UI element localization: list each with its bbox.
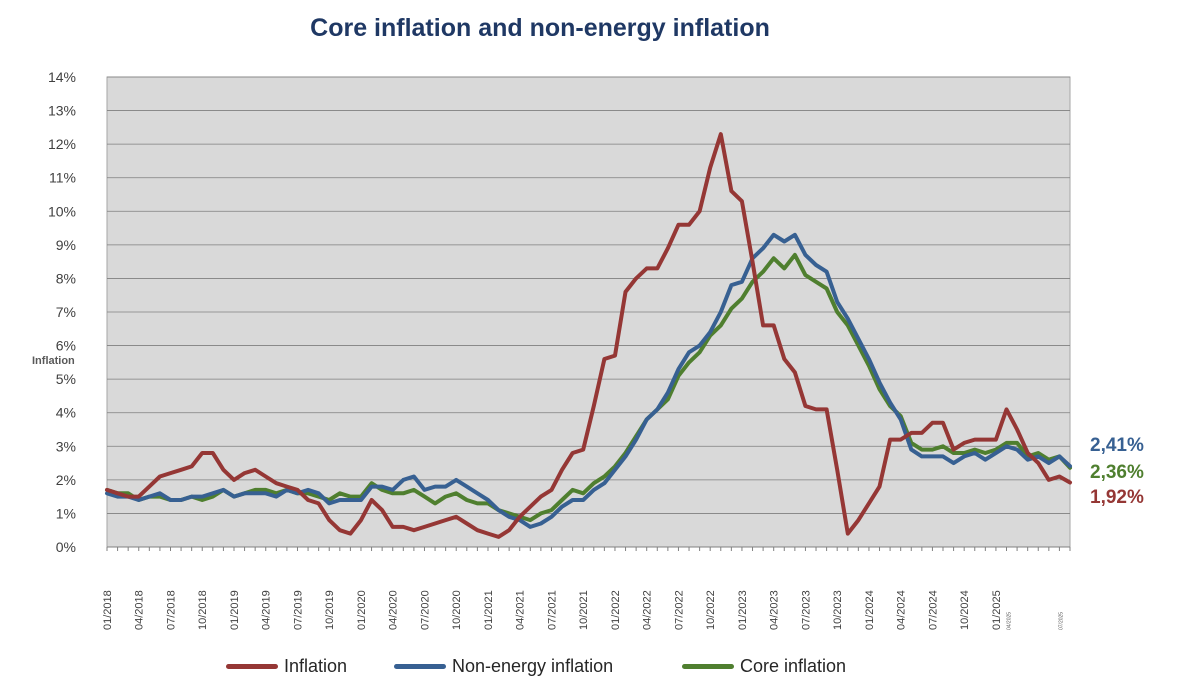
- y-tick-label: 4%: [56, 405, 76, 421]
- x-tick-label: 10/2021: [578, 590, 590, 630]
- x-tick-label: 07/2019: [292, 590, 304, 630]
- series-line-2: [105, 252, 1072, 523]
- x-tick-label: 01/2021: [483, 590, 495, 630]
- chart-title: Core inflation and non-energy inflation: [310, 14, 770, 42]
- legend-swatch-non-energy-inflation: [394, 664, 446, 669]
- y-tick-label: 5%: [56, 371, 76, 387]
- x-tick-label: 10/2023: [832, 590, 844, 630]
- x-tick-label: 04/2019: [261, 590, 273, 630]
- x-tick-label: 07/2018: [165, 590, 177, 630]
- x-tick-label: 01/2023: [737, 590, 749, 630]
- series-line-0: [105, 132, 1072, 539]
- x-axis: 01/2018 04/2018 07/2018 10/2018 01/2019 04/20…: [102, 546, 1071, 630]
- y-tick-label: 2%: [56, 472, 76, 488]
- y-axis-label: Inflation: [32, 355, 75, 367]
- x-tick-label: 01/2024: [864, 590, 876, 630]
- y-tick-label: 10%: [48, 203, 76, 219]
- legend-label-inflation: Inflation: [284, 656, 348, 676]
- x-tick-label: 07/2020: [419, 590, 431, 630]
- y-tick-label: 12%: [48, 136, 76, 152]
- x-tick-label: 07/2021: [546, 590, 558, 630]
- x-tick-label: 04/2020: [388, 590, 400, 630]
- x-tick-label: 04/2021: [515, 590, 527, 630]
- x-tick-label: 01/2018: [102, 590, 114, 630]
- legend-item-inflation[interactable]: Inflation: [226, 656, 347, 677]
- x-tick-label: 10/2022: [705, 590, 717, 630]
- y-tick-label: 6%: [56, 338, 76, 354]
- y-tick-label: 7%: [56, 304, 76, 320]
- y-tick-label: 3%: [56, 438, 76, 454]
- x-tick-label: 01/2022: [610, 590, 622, 630]
- x-tick-label-small: 04/2025: [1007, 612, 1013, 630]
- series-line-1: [105, 232, 1072, 529]
- y-tick-label: 0%: [56, 539, 76, 555]
- legend-item-non-energy-inflation[interactable]: Non-energy inflation: [394, 656, 613, 677]
- legend-label-non-energy-inflation: Non-energy inflation: [452, 656, 614, 676]
- y-axis-ticks: 0% 1% 2% 3% 4% 5% 6% 7% 8% 9% 10% 11% 12% 13% 14%: [48, 69, 76, 555]
- x-tick-label: 04/2022: [642, 590, 654, 630]
- end-label-non-energy-inflation: 2,41%: [1090, 435, 1144, 456]
- x-tick-label: 10/2024: [959, 590, 971, 630]
- series-lines: [105, 132, 1072, 539]
- end-label-core-inflation: 2,36%: [1090, 462, 1144, 483]
- x-tick-label-small: 07/2025: [1058, 612, 1064, 630]
- x-tick-label: 07/2023: [800, 590, 812, 630]
- x-tick-label: 01/2020: [356, 590, 368, 630]
- x-tick-label: 07/2024: [927, 590, 939, 630]
- x-tick-label: 10/2018: [197, 590, 209, 630]
- y-tick-label: 11%: [49, 170, 76, 186]
- legend-swatch-inflation: [226, 664, 278, 669]
- y-tick-label: 14%: [48, 69, 76, 85]
- legend-item-core-inflation[interactable]: Core inflation: [682, 656, 846, 677]
- y-tick-label: 8%: [56, 270, 76, 286]
- y-tick-label: 13%: [48, 103, 76, 119]
- y-tick-label: 1%: [56, 505, 76, 521]
- y-tick-label: 9%: [56, 237, 76, 253]
- x-tick-label: 04/2024: [896, 590, 908, 630]
- x-tick-label: 10/2020: [451, 590, 463, 630]
- legend: Inflation Non-energy inflation Core infl…: [0, 656, 1187, 684]
- x-tick-label: 01/2019: [229, 590, 241, 630]
- end-label-inflation: 1,92%: [1090, 487, 1144, 508]
- x-tick-label: 01/2025: [991, 590, 1003, 630]
- x-tick-label: 10/2019: [324, 590, 336, 630]
- x-tick-label: 07/2022: [673, 590, 685, 630]
- legend-label-core-inflation: Core inflation: [740, 656, 847, 676]
- x-tick-label: 04/2023: [769, 590, 781, 630]
- x-tick-label: 04/2018: [134, 590, 146, 630]
- legend-swatch-core-inflation: [682, 664, 734, 669]
